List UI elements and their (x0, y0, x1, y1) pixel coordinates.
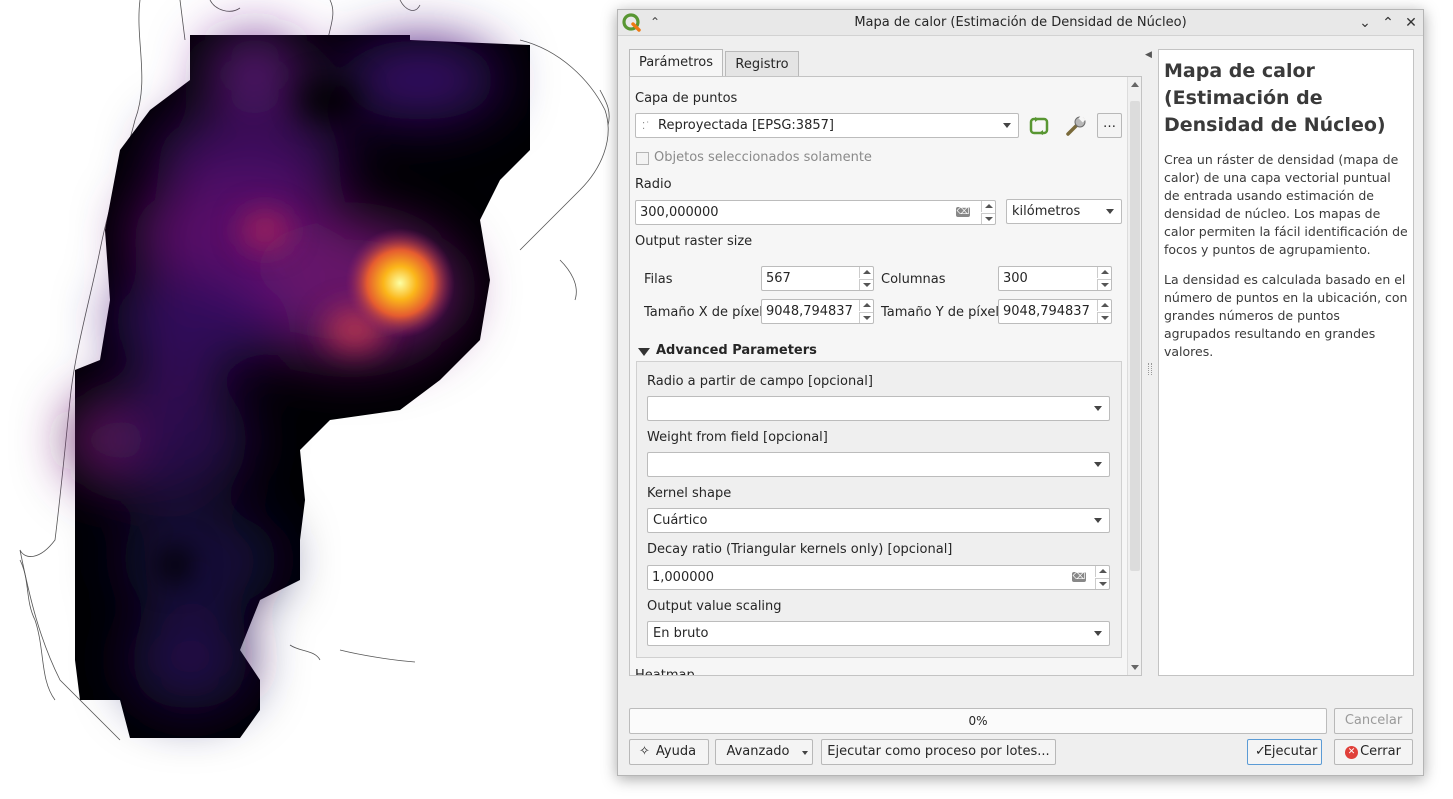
radius-spin-up[interactable] (981, 201, 995, 212)
rows-input[interactable]: 567 (761, 266, 874, 291)
selected-only-label: Objetos seleccionados solamente (654, 150, 872, 165)
advanced-button[interactable]: Avanzado (715, 739, 813, 765)
batch-process-button[interactable]: Ejecutar como proceso por lotes... (821, 739, 1056, 765)
pixel-y-label: Tamaño Y de píxel (881, 305, 999, 320)
point-layer-icon: ⁚˙ (642, 121, 651, 132)
point-layer-value: Reproyectada [EPSG:3857] (658, 118, 834, 133)
tab-parametros[interactable]: Parámetros (629, 49, 723, 77)
decay-spin-up[interactable] (1095, 566, 1109, 577)
iterate-icon[interactable] (1029, 115, 1051, 137)
run-button-label: Ejecutar (1263, 744, 1318, 759)
kernel-shape-label: Kernel shape (647, 486, 732, 501)
close-window-icon[interactable]: ✕ (1405, 15, 1417, 31)
scaling-label: Output value scaling (647, 599, 782, 614)
pixel-y-spin-down[interactable] (1097, 312, 1111, 323)
panel-splitter[interactable] (1148, 363, 1152, 375)
radius-field-combo[interactable] (647, 396, 1110, 421)
advanced-button-label: Avanzado (726, 744, 790, 759)
radius-value: 300,000000 (640, 205, 719, 220)
scroll-thumb[interactable] (1130, 101, 1140, 571)
browse-layer-button[interactable]: … (1097, 113, 1122, 138)
heatmap-dialog: ⌃ Mapa de calor (Estimación de Densidad … (617, 9, 1424, 776)
radius-field-label: Radio a partir de campo [opcional] (647, 374, 873, 389)
close-circle-icon: ✕ (1345, 746, 1358, 759)
run-check-icon: ✓ (1255, 744, 1266, 759)
scaling-combo[interactable]: En bruto (647, 621, 1110, 646)
cols-input[interactable]: 300 (998, 266, 1112, 291)
rows-value: 567 (766, 271, 791, 286)
qgis-logo-icon (622, 13, 641, 32)
keep-above-icon[interactable]: ⌃ (649, 15, 661, 29)
close-button[interactable]: ✕ Cerrar (1334, 739, 1413, 765)
cancel-button[interactable]: Cancelar (1334, 708, 1413, 734)
country-outline (19, 0, 610, 741)
cols-label: Columnas (881, 272, 946, 287)
run-button[interactable]: ✓ Ejecutar (1247, 739, 1322, 765)
kernel-shape-combo[interactable]: Cuártico (647, 508, 1110, 533)
kernel-shape-value: Cuártico (653, 513, 708, 528)
close-button-label: Cerrar (1360, 744, 1401, 759)
pixel-y-input[interactable]: 9048,794837 (998, 299, 1112, 324)
pixel-y-spin-up[interactable] (1097, 300, 1111, 311)
wrench-settings-icon[interactable] (1064, 114, 1088, 138)
help-paragraph-1: Crea un ráster de densidad (mapa de calo… (1164, 152, 1408, 257)
help-star-icon: ✧ (639, 744, 650, 759)
advanced-header[interactable]: Advanced Parameters (656, 343, 817, 358)
pixel-y-value: 9048,794837 (1003, 304, 1090, 319)
radius-label: Radio (635, 177, 672, 192)
clear-decay-icon[interactable]: ⌫ (1072, 572, 1086, 582)
help-panel: Mapa de calor (Estimación de Densidad de… (1158, 49, 1414, 676)
rows-spin-up[interactable] (859, 267, 873, 278)
tab-registro[interactable]: Registro (725, 51, 799, 76)
point-layer-combo[interactable]: ⁚˙ Reproyectada [EPSG:3857] (635, 113, 1019, 138)
clear-radius-icon[interactable]: ⌫ (956, 207, 970, 217)
collapse-help-icon[interactable]: ◀ (1145, 50, 1152, 60)
scroll-down-icon[interactable] (1131, 665, 1139, 670)
selected-only-checkbox[interactable] (636, 152, 649, 165)
dialog-title: Mapa de calor (Estimación de Densidad de… (854, 15, 1187, 30)
help-paragraph-2: La densidad es calculada basado en el nú… (1164, 272, 1408, 359)
weight-field-combo[interactable] (647, 452, 1110, 477)
maximize-icon[interactable]: ⌃ (1382, 15, 1394, 31)
scaling-value: En bruto (653, 626, 709, 641)
radius-input[interactable]: 300,000000 ⌫ (635, 200, 996, 225)
pixel-x-value: 9048,794837 (766, 304, 853, 319)
parameters-scrollbar[interactable] (1127, 77, 1141, 675)
decay-ratio-value: 1,000000 (652, 570, 715, 585)
progress-bar: 0% (629, 708, 1327, 734)
dialog-titlebar[interactable]: ⌃ Mapa de calor (Estimación de Densidad … (618, 10, 1423, 36)
heat-hotspot (345, 228, 455, 338)
pixel-x-spin-down[interactable] (859, 312, 873, 323)
rows-spin-down[interactable] (859, 279, 873, 290)
minimize-icon[interactable]: ⌄ (1359, 15, 1371, 31)
weight-field-label: Weight from field [opcional] (647, 430, 828, 445)
point-layer-label: Capa de puntos (635, 91, 738, 106)
advanced-group: Radio a partir de campo [opcional] Weigh… (636, 361, 1122, 658)
rows-label: Filas (644, 272, 673, 287)
advanced-collapse-icon[interactable] (638, 348, 650, 356)
cols-value: 300 (1003, 271, 1028, 286)
cols-spin-up[interactable] (1097, 267, 1111, 278)
scroll-up-icon[interactable] (1131, 82, 1139, 87)
output-size-label: Output raster size (635, 234, 753, 249)
heatmap-section-label: Heatmap (635, 668, 695, 676)
pixel-x-label: Tamaño X de píxel (644, 305, 763, 320)
advanced-dropdown-icon (802, 751, 808, 755)
radius-unit-value: kilómetros (1012, 204, 1081, 219)
help-button-label: Ayuda (655, 744, 697, 759)
pixel-x-input[interactable]: 9048,794837 (761, 299, 874, 324)
progress-text: 0% (968, 714, 988, 728)
radius-unit-combo[interactable]: kilómetros (1006, 199, 1122, 224)
help-button[interactable]: ✧ Ayuda (629, 739, 709, 765)
parameters-panel: Capa de puntos ⁚˙ Reproyectada [EPSG:385… (629, 76, 1142, 676)
pixel-x-spin-up[interactable] (859, 300, 873, 311)
help-title: Mapa de calor (Estimación de Densidad de… (1164, 60, 1386, 136)
heatmap-raster (70, 35, 530, 738)
decay-spin-down[interactable] (1095, 578, 1109, 589)
decay-ratio-input[interactable]: 1,000000 ⌫ (647, 565, 1110, 590)
cols-spin-down[interactable] (1097, 279, 1111, 290)
radius-spin-down[interactable] (981, 213, 995, 224)
decay-ratio-label: Decay ratio (Triangular kernels only) [o… (647, 542, 953, 557)
